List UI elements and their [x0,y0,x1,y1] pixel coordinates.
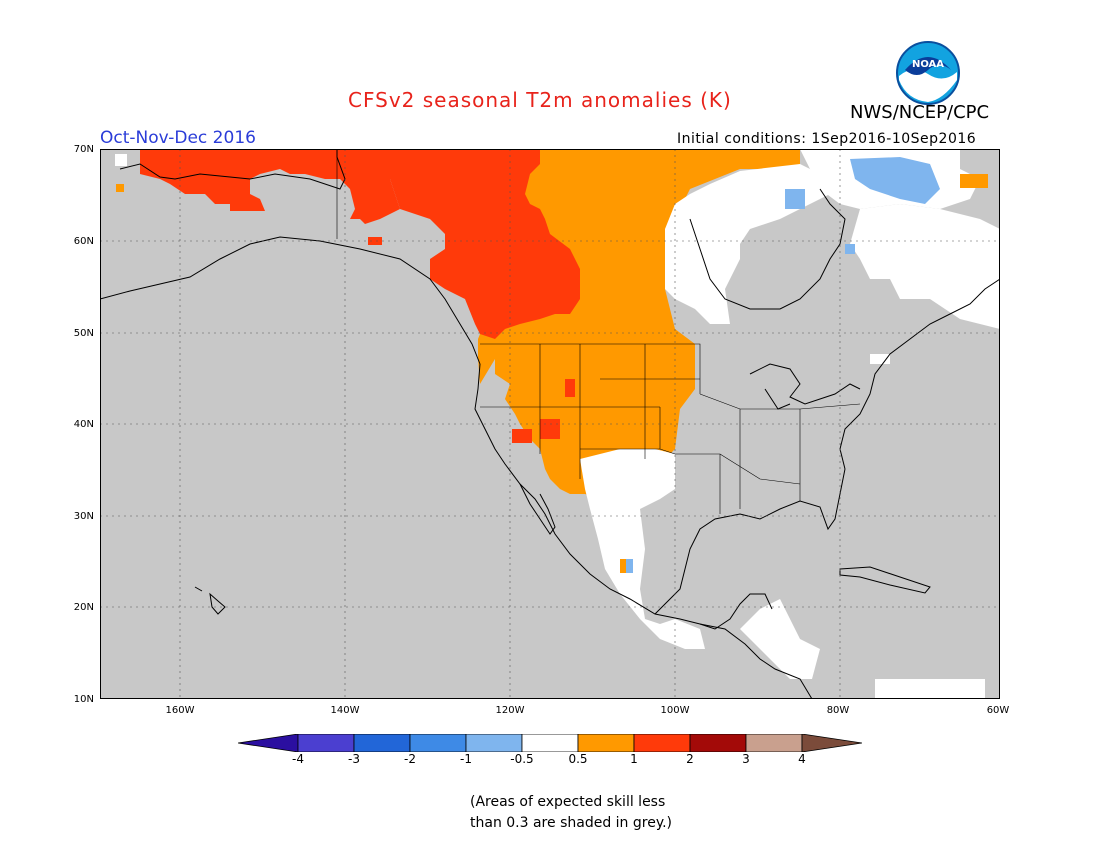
gridlines [100,149,1000,699]
colorbar-tick-label: -1 [460,752,472,766]
colorbar-cell [521,734,579,752]
colorbar-tick-label: 3 [742,752,750,766]
anomaly-region-red-small [512,429,532,443]
colorbar-cell [745,734,803,752]
anomaly-region-red-small [565,379,575,397]
colorbar-tick-label: -4 [292,752,304,766]
colorbar-cell [577,734,635,752]
colorbar-arrow-left [238,734,299,752]
initial-conditions-label: Initial conditions: 1Sep2016-10Sep2016 [677,131,977,147]
west-coastline [474,363,813,699]
lat-label: 30N [73,511,94,522]
near-normal-region-patch [875,679,985,699]
noaa-logo-text: NOAA [912,59,944,70]
near-normal-region-mexico [580,449,705,649]
agency-label: NWS/NCEP/CPC [850,102,990,123]
near-normal-region-patch [115,154,127,166]
lat-label: 70N [73,144,94,155]
chart-title: CFSv2 seasonal T2m anomalies (K) [348,88,732,112]
anomaly-map [100,149,1000,699]
hudson-bay-coastline [689,188,846,310]
lon-label: 120W [495,705,525,716]
anomaly-region-light-blue [845,244,855,254]
colorbar-tick-label: 0.5 [568,752,588,766]
lon-label: 160W [165,705,195,716]
near-normal-region-patch [870,354,890,364]
colorbar-tick-label: -0.5 [510,752,534,766]
colorbar-tick-label: -2 [404,752,416,766]
colorbar-cell [689,734,747,752]
lon-label: 80W [826,705,850,716]
east-coastline [839,278,1000,470]
anomaly-region-red-north [140,149,400,224]
state-borders [336,149,861,514]
anomaly-region-light-blue [785,189,805,209]
skill-note-line1: (Areas of expected skill less [470,794,666,810]
colorbar-cell [353,734,411,752]
baja-coastline [519,483,556,535]
map-frame [100,149,1000,699]
hawaii-coastline [194,586,226,615]
noaa-logo: NOAA [895,40,961,110]
lat-label: 50N [73,328,94,339]
colorbar-arrow-right [801,734,862,752]
anomaly-region-red-canada [390,149,580,339]
colorbar-cell [633,734,691,752]
skill-note: (Areas of expected skill less than 0.3 a… [470,792,672,834]
colorbar-cell [409,734,467,752]
lat-label: 20N [73,602,94,613]
skill-note-line2: than 0.3 are shaded in grey.) [470,815,673,831]
cuba-coastline [839,566,931,594]
anomaly-region-light-blue [850,157,940,204]
colorbar-tick-label: 4 [798,752,806,766]
anomaly-region-red-small [540,419,560,439]
anomaly-region-red-small [368,237,382,245]
near-normal-region-central-america [740,599,820,679]
yucatan-coastline [699,593,773,630]
colorbar-tick-label: 2 [686,752,694,766]
gulf-coastline [654,468,846,615]
anomaly-region-light-blue [625,559,633,573]
season-label: Oct-Nov-Dec 2016 [100,128,256,148]
anomaly-region-orange-small [620,559,626,573]
colorbar-tick-label: 1 [630,752,638,766]
colorbar-tick-label: -3 [348,752,360,766]
lon-label: 60W [986,705,1010,716]
lat-label: 10N [73,694,94,705]
anomaly-region-red-small [116,184,124,192]
alaska-south-coastline [100,236,481,365]
near-normal-region-quebec [850,204,1000,329]
lat-label: 40N [73,419,94,430]
lon-label: 100W [660,705,690,716]
colorbar-cell [465,734,523,752]
lon-label: 140W [330,705,360,716]
colorbar [238,734,862,752]
colorbar-cell [297,734,355,752]
anomaly-region-orange-small [960,174,988,188]
lat-label: 60N [73,236,94,247]
